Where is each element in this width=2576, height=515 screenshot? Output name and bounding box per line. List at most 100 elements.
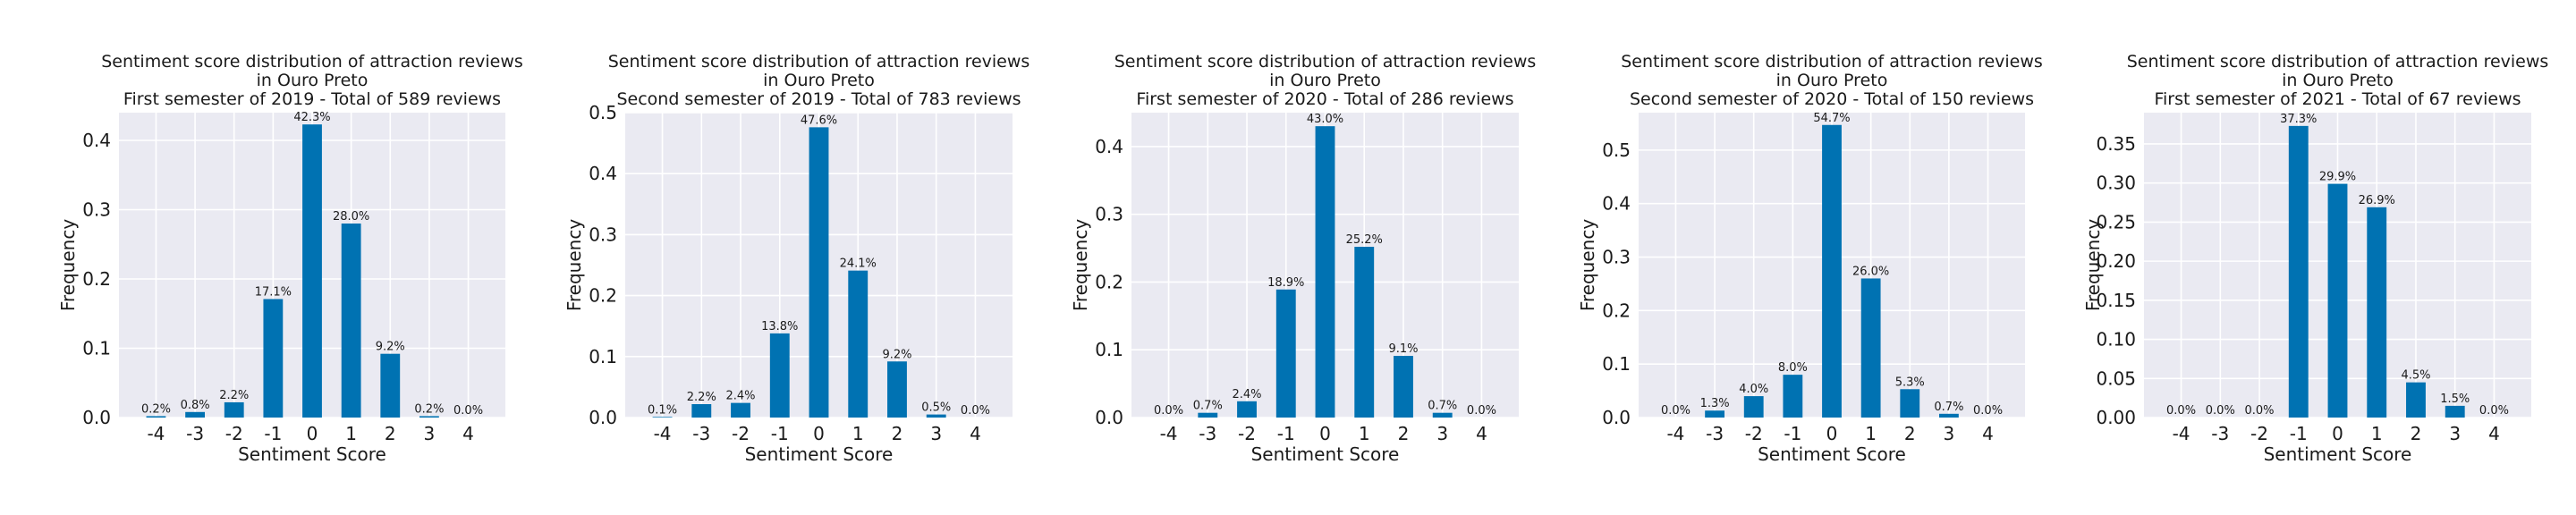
x-axis-label: Sentiment Score bbox=[745, 443, 894, 465]
y-tick-label: 0.0 bbox=[82, 407, 111, 428]
x-tick-label: 4 bbox=[1476, 423, 1487, 444]
chart-title-line: Sentiment score distribution of attracti… bbox=[608, 52, 1030, 72]
data-label: 4.5% bbox=[2401, 369, 2430, 383]
chart-title-line: in Ouro Preto bbox=[1776, 71, 1888, 90]
x-tick-label: -3 bbox=[1199, 423, 1216, 444]
y-tick-label: 0.0 bbox=[589, 407, 617, 428]
x-tick-label: 2 bbox=[1398, 423, 1410, 444]
data-label: 0.0% bbox=[2206, 404, 2235, 418]
data-label: 2.2% bbox=[219, 389, 249, 402]
data-label: 1.5% bbox=[2440, 393, 2470, 406]
y-tick-label: 0.1 bbox=[1602, 353, 1631, 375]
bar bbox=[1743, 396, 1764, 418]
data-label: 2.2% bbox=[687, 391, 716, 404]
data-label: 0.7% bbox=[1193, 400, 1223, 413]
x-tick-label: 3 bbox=[930, 423, 942, 444]
x-tick-label: 4 bbox=[1982, 423, 1994, 444]
y-tick-label: 0.05 bbox=[2096, 367, 2136, 389]
x-tick-label: 0 bbox=[813, 423, 825, 444]
bar bbox=[2445, 405, 2465, 418]
bar bbox=[887, 361, 907, 418]
y-tick-label: 0.2 bbox=[82, 268, 111, 290]
bar bbox=[146, 416, 166, 418]
bar bbox=[1315, 126, 1335, 418]
x-tick-label: 1 bbox=[1359, 423, 1370, 444]
bar bbox=[1354, 247, 1375, 418]
data-label: 0.0% bbox=[2479, 404, 2509, 418]
data-label: 13.8% bbox=[761, 320, 798, 333]
data-label: 0.0% bbox=[2245, 404, 2275, 418]
y-tick-label: 0.1 bbox=[1095, 339, 1123, 360]
y-tick-label: 0.2 bbox=[589, 285, 617, 307]
x-tick-label: 1 bbox=[852, 423, 864, 444]
y-axis-label: Frequency bbox=[57, 219, 79, 311]
bar bbox=[302, 124, 322, 418]
x-tick-label: 3 bbox=[2449, 423, 2461, 444]
y-tick-label: 0.2 bbox=[1095, 271, 1123, 292]
y-axis-label: Frequency bbox=[2082, 219, 2104, 311]
data-label: 43.0% bbox=[1307, 113, 1343, 126]
data-label: 0.0% bbox=[1973, 404, 2003, 418]
chart-title-line: in Ouro Preto bbox=[1269, 71, 1381, 90]
data-label: 9.1% bbox=[1388, 342, 1418, 356]
chart-title-line: Sentiment score distribution of attracti… bbox=[1621, 52, 2043, 72]
data-label: 9.2% bbox=[376, 341, 405, 354]
data-label: 0.7% bbox=[1934, 401, 1963, 414]
data-label: 0.7% bbox=[1428, 400, 1457, 413]
bar bbox=[652, 417, 673, 418]
chart-title-line: in Ouro Preto bbox=[257, 71, 369, 90]
chart-title-line: Sentiment score distribution of attracti… bbox=[1114, 52, 1537, 72]
chart-title-line: in Ouro Preto bbox=[2282, 71, 2394, 90]
bar bbox=[1900, 389, 1920, 418]
y-tick-label: 0.15 bbox=[2096, 290, 2136, 311]
x-tick-label: 3 bbox=[424, 423, 436, 444]
chart-panel-2: 0.1% 2.2% 2.4% 13.8% 47.6% 24.1% 9.2% 0.5% 0.0% -… bbox=[564, 52, 1030, 465]
data-label: 0.0% bbox=[1661, 404, 1690, 418]
bar bbox=[848, 270, 869, 418]
data-label: 0.0% bbox=[2166, 404, 2196, 418]
bar bbox=[809, 127, 829, 418]
y-tick-label: 0.20 bbox=[2096, 250, 2136, 272]
x-tick-label: -1 bbox=[264, 423, 282, 444]
data-label: 2.4% bbox=[726, 390, 756, 403]
bar bbox=[1432, 412, 1453, 418]
chart-title-line: Sentiment score distribution of attracti… bbox=[2127, 52, 2549, 72]
x-tick-label: -4 bbox=[654, 423, 672, 444]
data-label: 0.0% bbox=[453, 404, 483, 418]
bar bbox=[691, 403, 712, 418]
y-tick-label: 0.0 bbox=[1602, 407, 1631, 428]
x-tick-label: 4 bbox=[970, 423, 981, 444]
y-tick-label: 0.4 bbox=[1095, 136, 1123, 157]
data-label: 28.0% bbox=[333, 210, 369, 224]
data-label: 0.5% bbox=[921, 401, 951, 415]
y-tick-label: 0.4 bbox=[82, 130, 111, 151]
bar bbox=[341, 224, 361, 418]
data-label: 2.4% bbox=[1233, 388, 1262, 401]
chart-panel-1: 0.2% 0.8% 2.2% 17.1% 42.3% 28.0% 9.2% 0.2% 0.0% -… bbox=[57, 52, 523, 465]
x-tick-label: 0 bbox=[307, 423, 318, 444]
x-tick-label: -3 bbox=[2211, 423, 2229, 444]
data-label: 37.3% bbox=[2280, 113, 2317, 126]
data-label: 5.3% bbox=[1895, 376, 1925, 389]
y-axis-label: Frequency bbox=[564, 219, 585, 311]
y-axis-label: Frequency bbox=[1070, 219, 1091, 311]
y-axis-label: Frequency bbox=[1577, 219, 1598, 311]
bar bbox=[419, 416, 439, 418]
bar bbox=[2327, 183, 2348, 418]
x-tick-label: 1 bbox=[2371, 423, 2383, 444]
bar bbox=[1939, 413, 1959, 418]
x-tick-label: 0 bbox=[1319, 423, 1331, 444]
y-tick-label: 0.4 bbox=[1602, 193, 1631, 215]
chart-title-line: Second semester of 2019 - Total of 783 r… bbox=[616, 89, 1021, 109]
x-tick-label: 1 bbox=[345, 423, 357, 444]
x-tick-label: -2 bbox=[732, 423, 750, 444]
x-tick-label: -4 bbox=[1160, 423, 1178, 444]
data-label: 1.3% bbox=[1700, 397, 1730, 410]
y-tick-label: 0.0 bbox=[1095, 407, 1123, 428]
bar bbox=[1822, 124, 1842, 418]
y-tick-label: 0.25 bbox=[2096, 211, 2136, 232]
x-axis-label: Sentiment Score bbox=[1251, 443, 1400, 465]
bar bbox=[731, 402, 750, 418]
y-tick-label: 0.1 bbox=[82, 338, 111, 359]
